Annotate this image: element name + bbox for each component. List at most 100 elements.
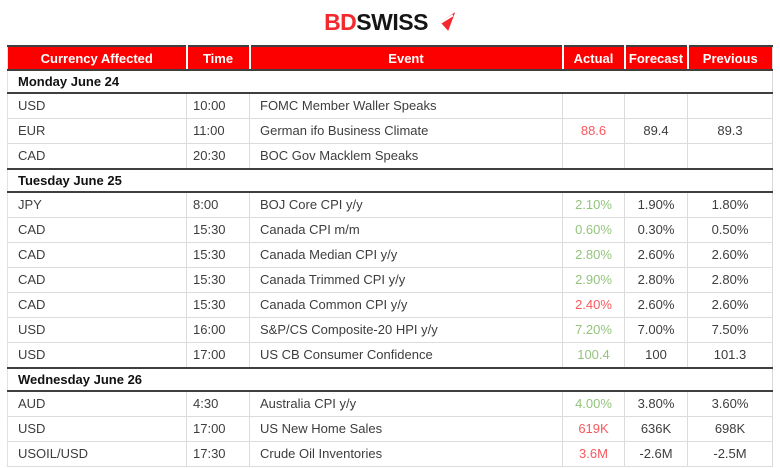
event-row: CAD 15:30 Canada Common CPI y/y 2.40% 2.60% 2… <box>7 292 773 318</box>
forecast-cell: 3.80% <box>624 391 688 417</box>
previous-cell: 2.60% <box>687 242 773 268</box>
event-cell: Canada Median CPI y/y <box>249 242 563 268</box>
event-cell: S&P/CS Composite-20 HPI y/y <box>249 317 563 343</box>
time-cell: 17:00 <box>186 342 250 369</box>
previous-cell: 3.60% <box>687 391 773 417</box>
currency-cell: CAD <box>7 242 187 268</box>
event-row: USOIL/USD 17:30 Crude Oil Inventories 3.6M -… <box>7 441 773 467</box>
event-cell: Australia CPI y/y <box>249 391 563 417</box>
currency-cell: CAD <box>7 217 187 243</box>
time-cell: 16:00 <box>186 317 250 343</box>
brand-arrow-icon <box>431 12 456 31</box>
actual-cell: 2.80% <box>562 242 625 268</box>
actual-cell: 3.6M <box>562 441 625 467</box>
previous-cell: 1.80% <box>687 192 773 218</box>
currency-cell: USD <box>7 416 187 442</box>
actual-cell: 2.10% <box>562 192 625 218</box>
event-row: USD 10:00 FOMC Member Waller Speaks <box>7 93 773 119</box>
event-cell: US CB Consumer Confidence <box>249 342 563 369</box>
event-row: AUD 4:30 Australia CPI y/y 4.00% 3.80% 3.60% <box>7 391 773 417</box>
previous-cell: 7.50% <box>687 317 773 343</box>
actual-cell: 7.20% <box>562 317 625 343</box>
time-cell: 8:00 <box>186 192 250 218</box>
previous-cell: 101.3 <box>687 342 773 369</box>
actual-cell: 100.4 <box>562 342 625 369</box>
forecast-cell: 2.60% <box>624 292 688 318</box>
time-cell: 17:00 <box>186 416 250 442</box>
time-cell: 4:30 <box>186 391 250 417</box>
currency-cell: EUR <box>7 118 187 144</box>
event-cell: German ifo Business Climate <box>249 118 563 144</box>
event-cell: Canada CPI m/m <box>249 217 563 243</box>
column-header-actual: Actual <box>562 46 626 71</box>
previous-cell: -2.5M <box>687 441 773 467</box>
table-header-row: Currency Affected Time Event Actual Forecast… <box>7 46 773 71</box>
event-cell: FOMC Member Waller Speaks <box>249 93 563 119</box>
event-cell: Canada Common CPI y/y <box>249 292 563 318</box>
event-row: JPY 8:00 BOJ Core CPI y/y 2.10% 1.90% 1.80% <box>7 192 773 218</box>
time-cell: 15:30 <box>186 292 250 318</box>
column-header-event: Event <box>249 46 564 71</box>
day-row: Monday June 24 <box>7 69 773 94</box>
table-body: Monday June 24 USD 10:00 FOMC Member Waller… <box>7 69 773 467</box>
event-row: CAD 15:30 Canada CPI m/m 0.60% 0.30% 0.50% <box>7 217 773 243</box>
currency-cell: JPY <box>7 192 187 218</box>
actual-cell <box>562 143 625 170</box>
economic-calendar-table: Currency Affected Time Event Actual Forecast… <box>7 45 773 467</box>
previous-cell: 2.60% <box>687 292 773 318</box>
column-header-previous: Previous <box>687 46 773 71</box>
forecast-cell <box>624 143 688 170</box>
previous-cell: 2.80% <box>687 267 773 293</box>
time-cell: 20:30 <box>186 143 250 170</box>
event-row: CAD 15:30 Canada Trimmed CPI y/y 2.90% 2.80%… <box>7 267 773 293</box>
time-cell: 17:30 <box>186 441 250 467</box>
event-row: CAD 20:30 BOC Gov Macklem Speaks <box>7 143 773 170</box>
event-row: EUR 11:00 German ifo Business Climate 88.6 8… <box>7 118 773 144</box>
column-header-forecast: Forecast <box>624 46 689 71</box>
event-row: USD 16:00 S&P/CS Composite-20 HPI y/y 7.20%… <box>7 317 773 343</box>
currency-cell: CAD <box>7 292 187 318</box>
previous-cell: 698K <box>687 416 773 442</box>
currency-cell: USD <box>7 317 187 343</box>
currency-cell: USOIL/USD <box>7 441 187 467</box>
forecast-cell: 7.00% <box>624 317 688 343</box>
currency-cell: USD <box>7 342 187 369</box>
forecast-cell: 100 <box>624 342 688 369</box>
forecast-cell: 636K <box>624 416 688 442</box>
event-cell: BOC Gov Macklem Speaks <box>249 143 563 170</box>
currency-cell: CAD <box>7 267 187 293</box>
time-cell: 15:30 <box>186 242 250 268</box>
actual-cell <box>562 93 625 119</box>
event-cell: BOJ Core CPI y/y <box>249 192 563 218</box>
event-cell: Canada Trimmed CPI y/y <box>249 267 563 293</box>
event-row: CAD 15:30 Canada Median CPI y/y 2.80% 2.60% 2… <box>7 242 773 268</box>
previous-cell: 0.50% <box>687 217 773 243</box>
brand-logo-swiss: SWISS <box>356 9 428 35</box>
actual-cell: 88.6 <box>562 118 625 144</box>
actual-cell: 4.00% <box>562 391 625 417</box>
time-cell: 15:30 <box>186 267 250 293</box>
forecast-cell: 89.4 <box>624 118 688 144</box>
actual-cell: 2.90% <box>562 267 625 293</box>
forecast-cell <box>624 93 688 119</box>
forecast-cell: 2.60% <box>624 242 688 268</box>
day-label: Tuesday June 25 <box>7 168 773 193</box>
currency-cell: CAD <box>7 143 187 170</box>
actual-cell: 0.60% <box>562 217 625 243</box>
currency-cell: AUD <box>7 391 187 417</box>
time-cell: 15:30 <box>186 217 250 243</box>
column-header-currency: Currency Affected <box>7 46 188 71</box>
day-row: Tuesday June 25 <box>7 168 773 193</box>
brand-logo: BD SWISS <box>0 0 780 45</box>
day-row: Wednesday June 26 <box>7 367 773 392</box>
time-cell: 10:00 <box>186 93 250 119</box>
day-label: Wednesday June 26 <box>7 367 773 392</box>
day-label: Monday June 24 <box>7 69 773 94</box>
forecast-cell: 2.80% <box>624 267 688 293</box>
actual-cell: 619K <box>562 416 625 442</box>
actual-cell: 2.40% <box>562 292 625 318</box>
previous-cell: 89.3 <box>687 118 773 144</box>
event-row: USD 17:00 US CB Consumer Confidence 100.4 10… <box>7 342 773 369</box>
forecast-cell: -2.6M <box>624 441 688 467</box>
